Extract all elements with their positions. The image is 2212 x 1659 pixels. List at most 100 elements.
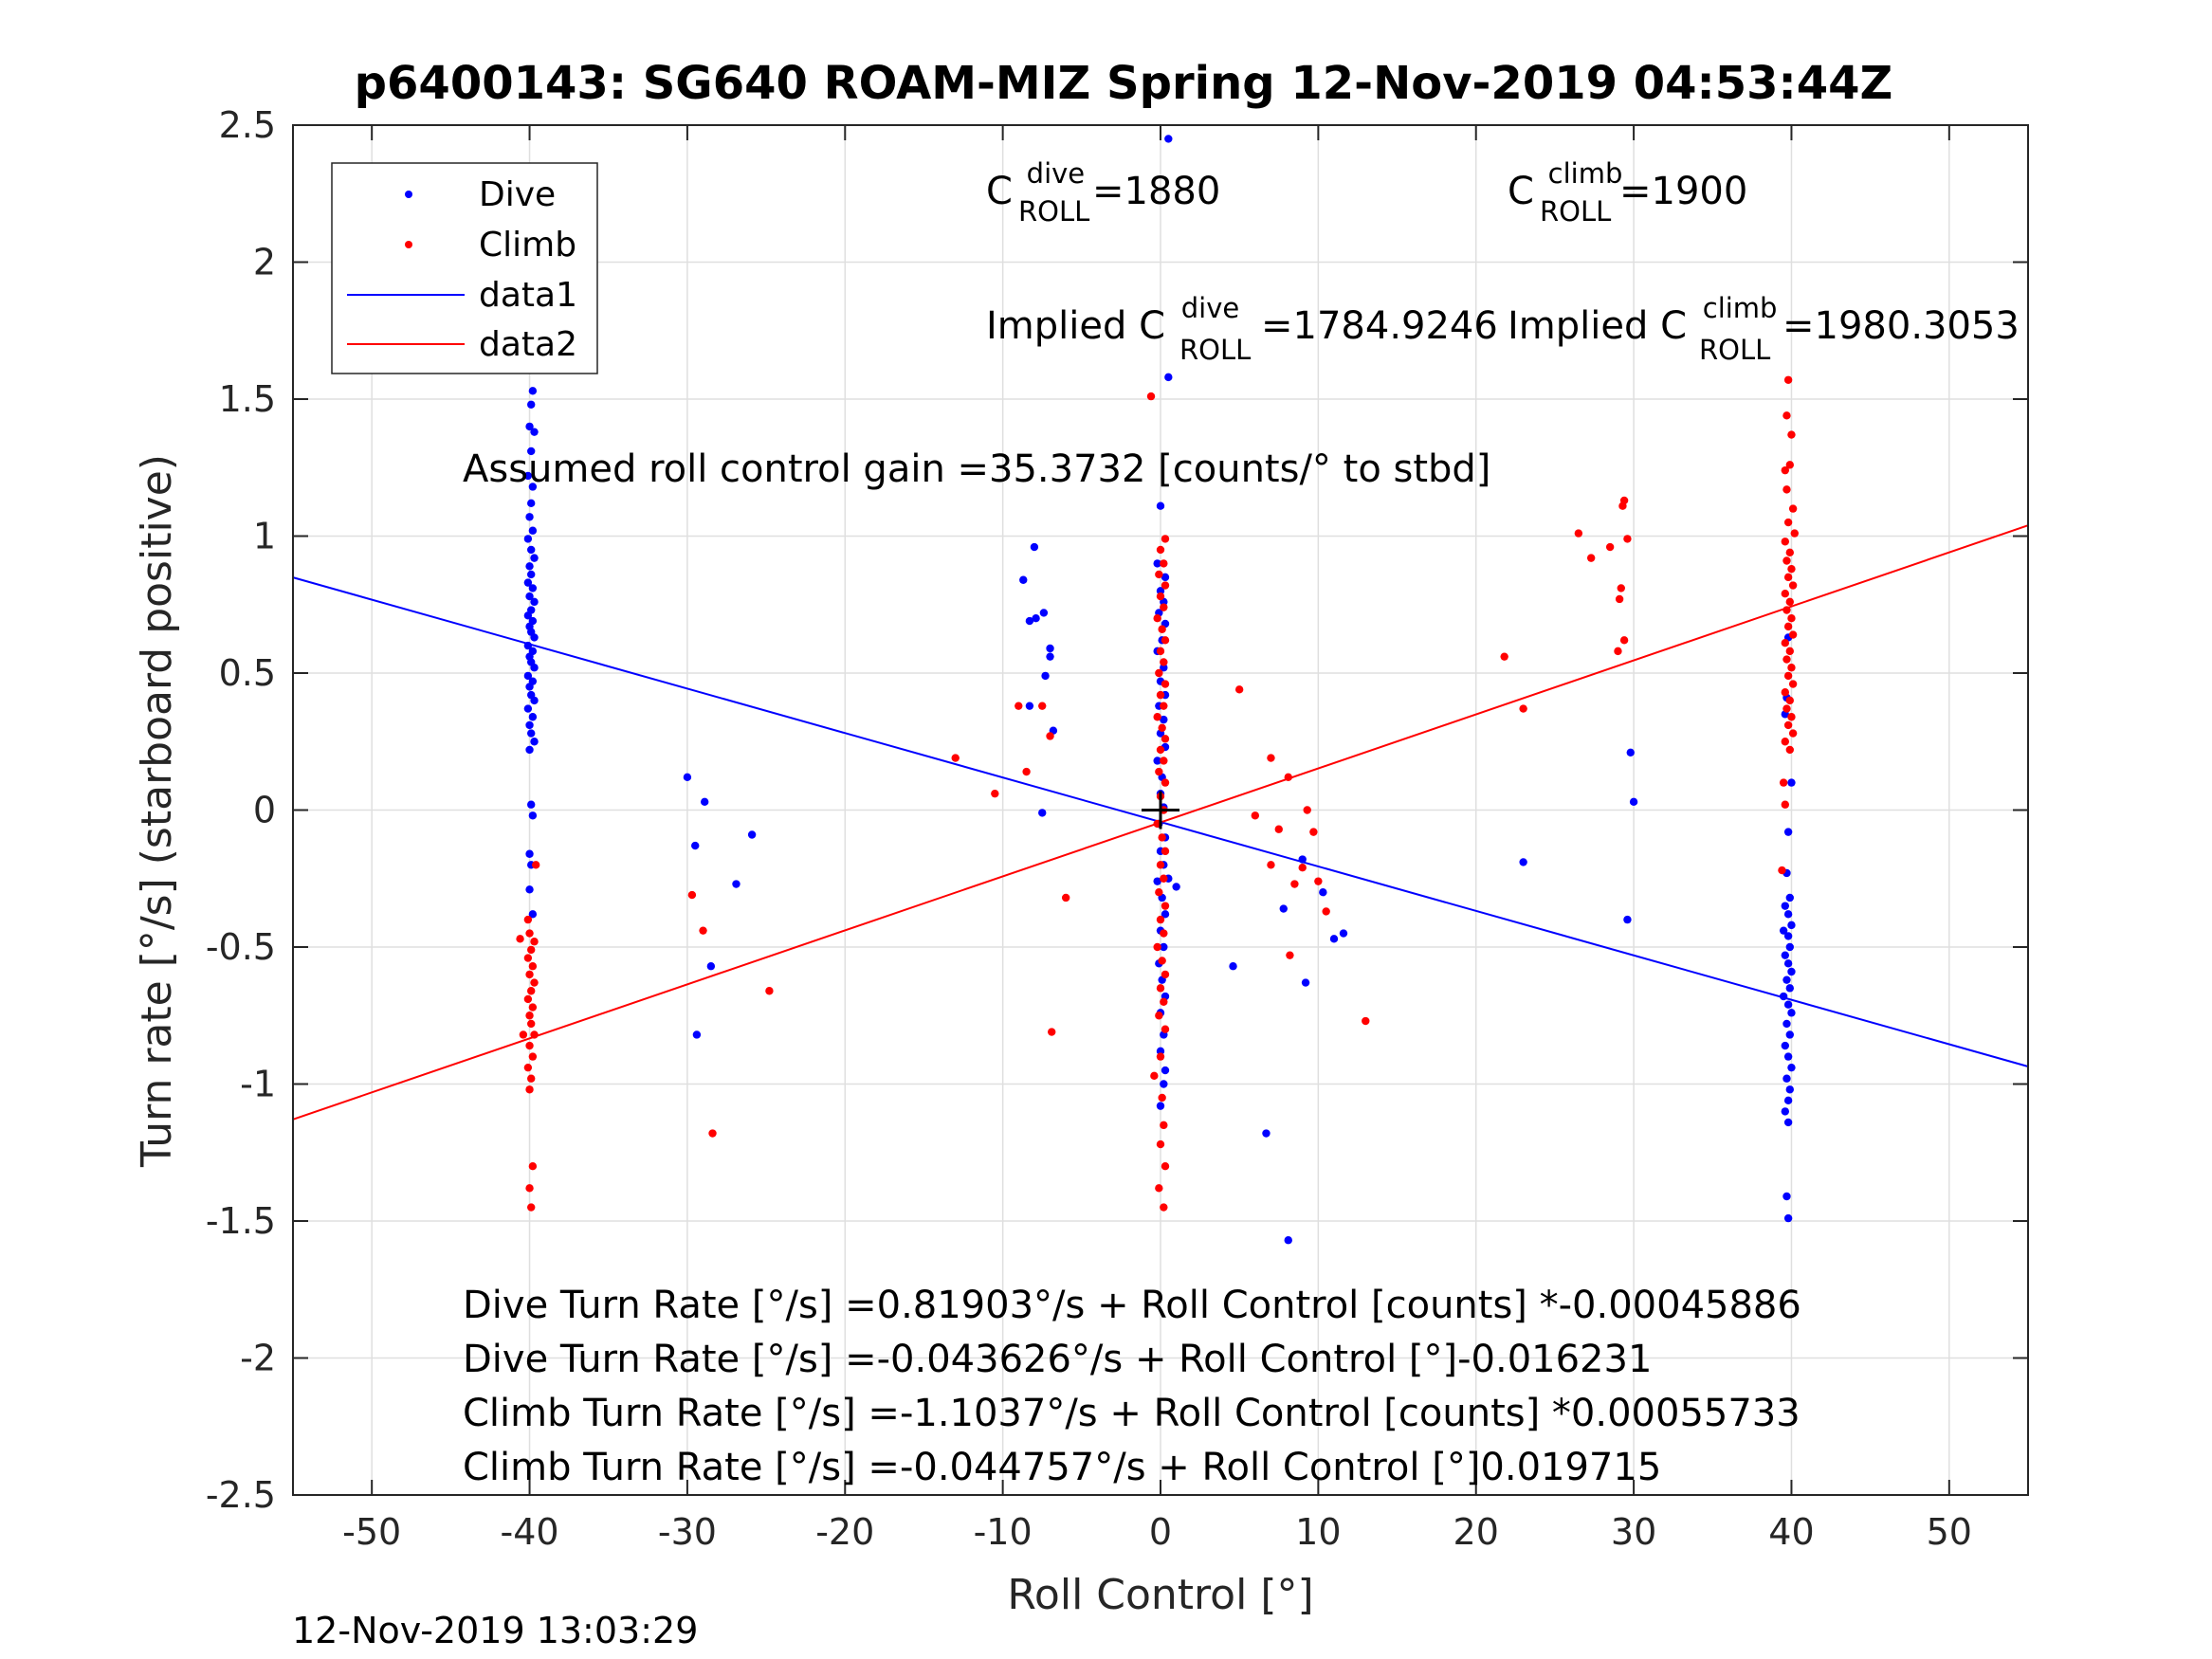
climb-point: [528, 1052, 538, 1061]
dive-point: [523, 471, 533, 481]
x-tick-label: -10: [974, 1511, 1033, 1553]
climb-point: [1161, 680, 1170, 688]
dive-point: [732, 880, 740, 888]
climb-point: [530, 938, 539, 946]
dive-point: [527, 447, 536, 456]
climb-point: [1783, 518, 1793, 527]
implied-climb-sup: climb: [1703, 292, 1778, 324]
c-dive-annotation: C dive: [986, 157, 1085, 213]
legend-climb-label: Climb: [479, 226, 576, 264]
climb-point: [1781, 465, 1790, 475]
dive-point: [1160, 664, 1168, 672]
dive-point: [1156, 587, 1165, 595]
dive-point: [1783, 1213, 1793, 1223]
dive-point: [528, 910, 538, 919]
climb-point: [1787, 614, 1796, 623]
legend-data2-label: data2: [479, 325, 577, 364]
climb-point: [1161, 970, 1170, 979]
dive-point: [1298, 855, 1307, 864]
dive-point: [1319, 888, 1327, 897]
dive-point: [1025, 702, 1034, 710]
climb-point: [1155, 570, 1163, 579]
dive-point: [1046, 652, 1054, 661]
climb-point: [527, 1074, 536, 1083]
climb-point: [523, 915, 533, 924]
dive-point: [530, 633, 539, 642]
climb-point: [1155, 767, 1163, 776]
climb-point: [991, 789, 999, 798]
climb-point: [1623, 535, 1632, 543]
dive-point: [528, 526, 538, 535]
climb-point: [1267, 861, 1275, 869]
dive-point: [1779, 992, 1788, 1001]
dive-point: [1156, 1047, 1165, 1056]
climb-point: [1781, 538, 1790, 546]
climb-point: [1303, 806, 1311, 814]
climb-point: [527, 987, 536, 995]
implied-dive-annotation: Implied C dive: [986, 292, 1239, 348]
legend-dive-swatch: [405, 191, 412, 198]
y-tick-label: -1.5: [206, 1200, 276, 1242]
climb-point: [1156, 861, 1165, 869]
climb-point: [519, 1030, 528, 1039]
climb-point: [1146, 392, 1156, 401]
climb-point: [1156, 1052, 1165, 1061]
x-tick-label: 20: [1453, 1511, 1499, 1553]
dive-point: [1160, 942, 1168, 952]
implied-dive-sub: ROLL: [1179, 334, 1251, 366]
climb-point: [1158, 1093, 1166, 1103]
implied-dive-sup: dive: [1181, 292, 1239, 324]
climb-point: [1781, 688, 1790, 697]
dive-point: [525, 720, 534, 730]
climb-point: [1788, 581, 1798, 590]
climb-point: [530, 1030, 539, 1039]
chart-title: p6400143: SG640 ROAM-MIZ Spring 12-Nov-2…: [355, 57, 1893, 110]
dive-point: [683, 773, 692, 782]
climb-point: [1779, 778, 1788, 787]
climb-point: [1290, 880, 1299, 888]
dive-point: [1626, 748, 1635, 757]
climb-point: [1787, 564, 1796, 574]
dive-point: [1787, 1009, 1796, 1017]
x-tick-label: -20: [815, 1511, 874, 1553]
climb-point: [1788, 680, 1798, 688]
climb-point: [1161, 1162, 1170, 1171]
dive-point: [1262, 1129, 1271, 1138]
dive-point: [1785, 893, 1794, 902]
y-tick-label: 0: [253, 790, 276, 831]
climb-point: [1787, 664, 1796, 672]
dive-point: [1329, 935, 1339, 943]
climb-point: [1788, 729, 1798, 738]
dive-point: [701, 797, 709, 807]
dive-point: [1783, 1052, 1793, 1061]
climb-point: [1161, 535, 1170, 543]
climb-point: [1160, 929, 1168, 938]
implied-climb-value: =1980.3053: [1782, 304, 2020, 348]
dive-point: [1156, 501, 1165, 510]
dive-point: [1783, 828, 1793, 836]
climb-point: [951, 754, 960, 762]
c-climb-value: =1900: [1619, 170, 1747, 213]
y-tick-label: 1: [253, 516, 276, 557]
climb-point: [528, 1162, 538, 1171]
gain-annotation: Assumed roll control gain =35.3732 [coun…: [463, 447, 1490, 491]
y-tick-label: 0.5: [219, 652, 276, 694]
dive-point: [1153, 877, 1161, 885]
climb-point: [1778, 866, 1786, 875]
dive-point: [527, 400, 536, 409]
dive-point: [1783, 932, 1793, 940]
dive-point: [1164, 373, 1173, 382]
eq-climb-counts: Climb Turn Rate [°/s] =-1.1037°/s + Roll…: [463, 1392, 1801, 1435]
climb-point: [1519, 704, 1527, 713]
climb-point: [525, 1012, 534, 1020]
dive-point: [1041, 671, 1050, 681]
legend-box: [331, 162, 598, 374]
climb-point: [525, 970, 534, 979]
y-tick-label: -0.5: [206, 926, 276, 968]
dive-point: [528, 713, 538, 721]
dive-point: [1629, 797, 1638, 807]
climb-point: [1046, 732, 1054, 740]
dive-point: [523, 535, 533, 543]
dive-point: [530, 696, 539, 705]
